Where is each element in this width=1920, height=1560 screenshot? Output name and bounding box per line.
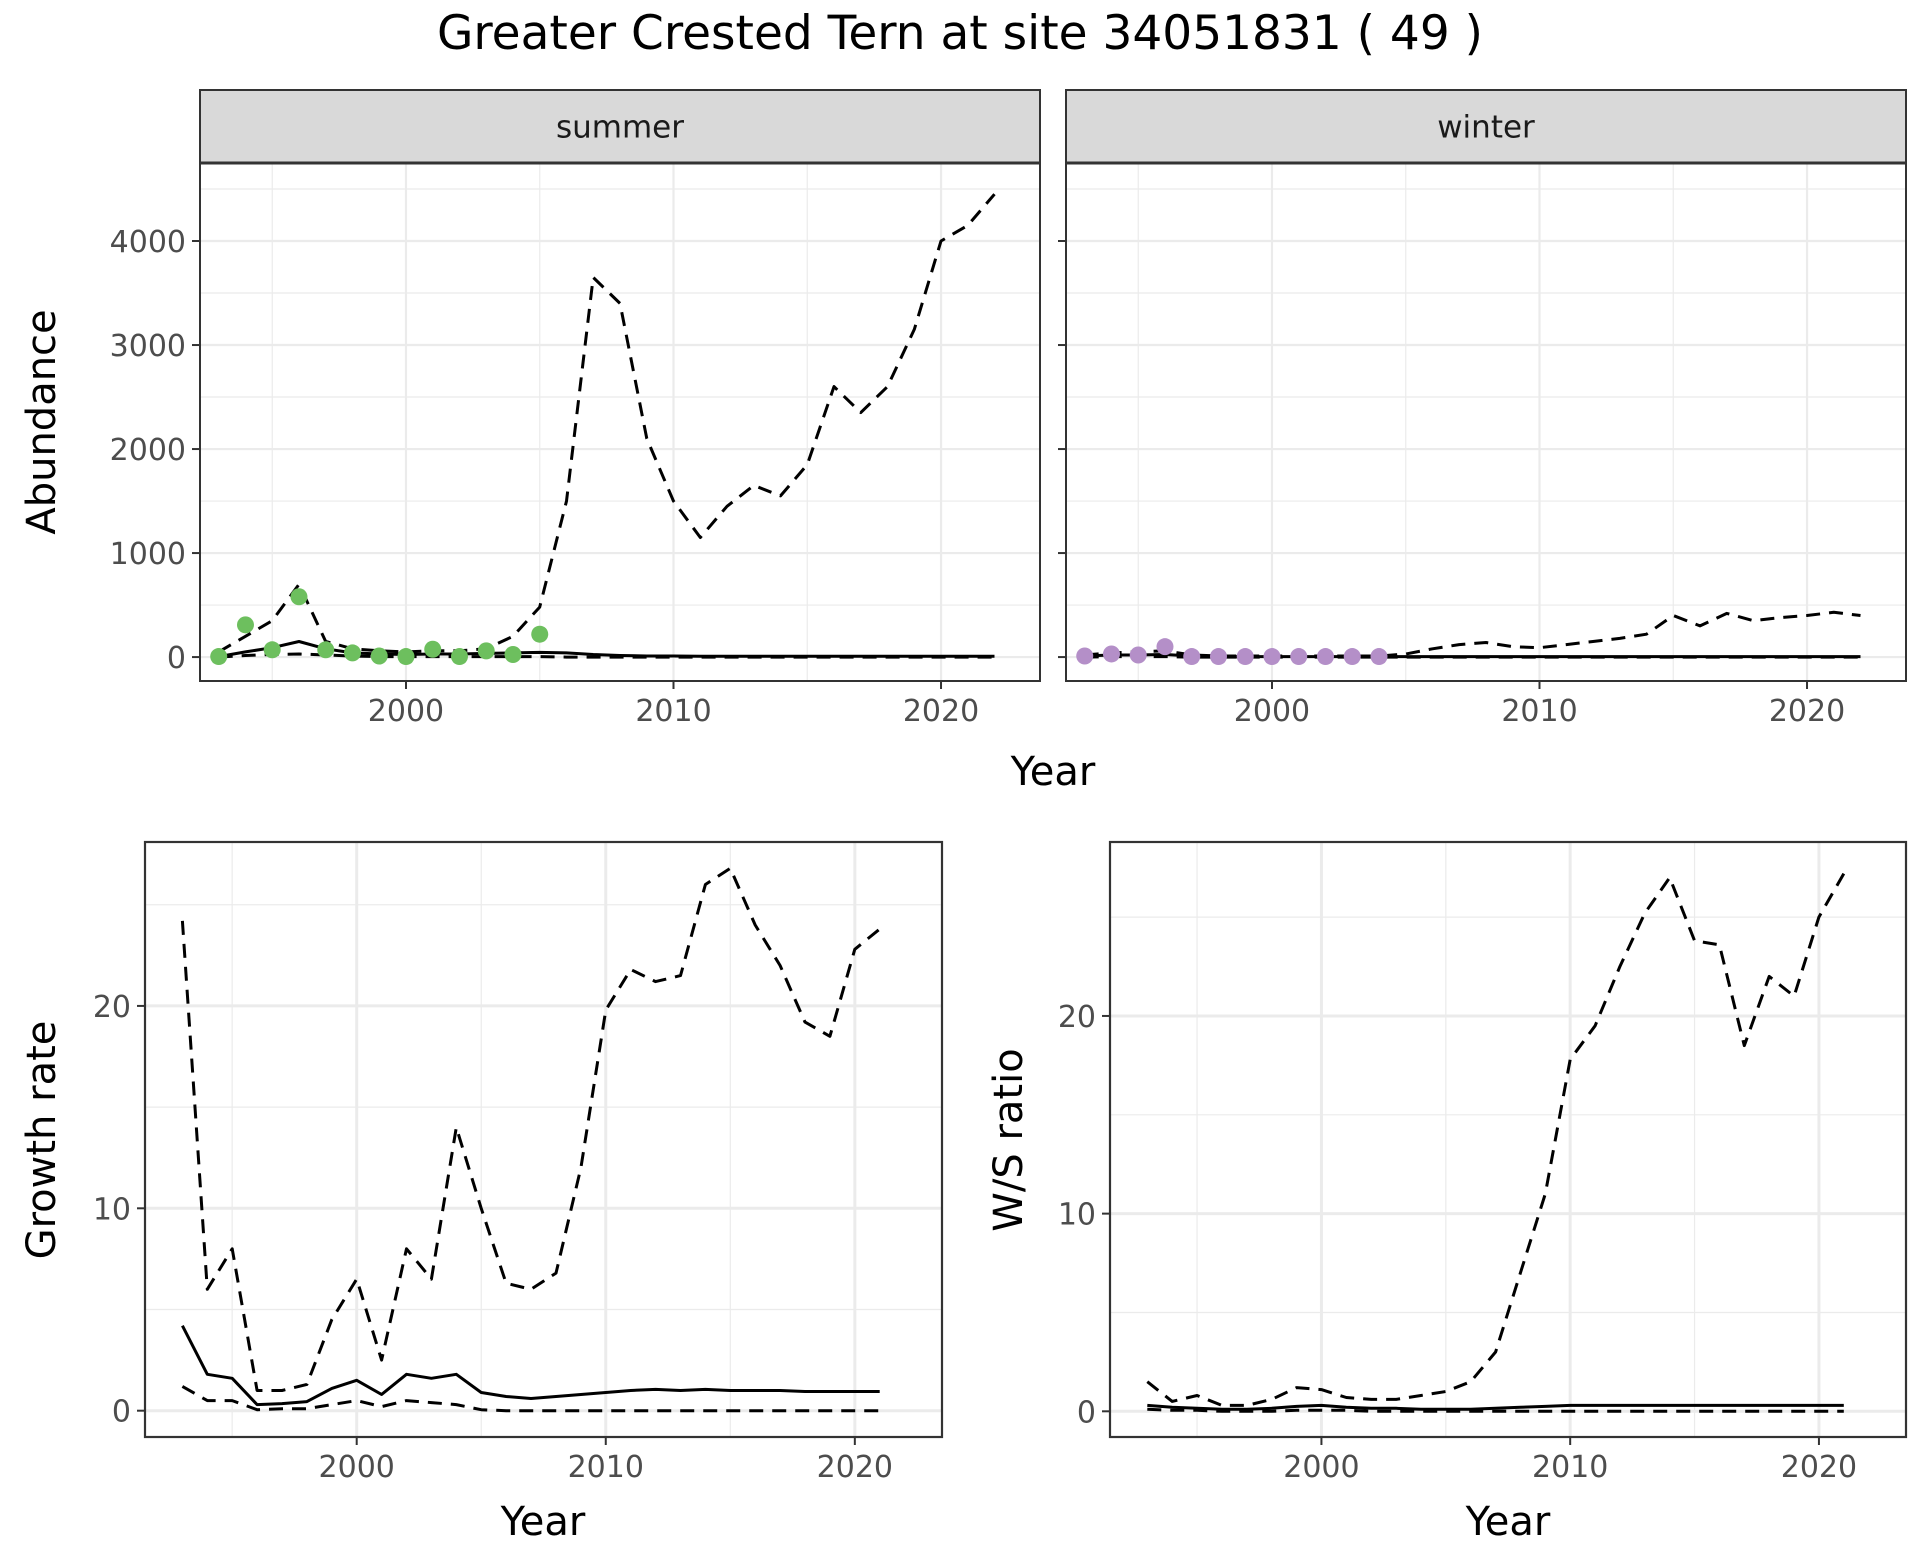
x-axis-title-ratio: Year — [1465, 1499, 1551, 1545]
facet-strip — [199, 89, 1041, 164]
x-tick-label: 2010 — [568, 1450, 644, 1485]
data-point — [504, 645, 522, 663]
winter-abundance-panel: winter 2000 2010 2020 — [1058, 89, 1907, 729]
data-point — [1263, 648, 1281, 666]
y-tick-label: 10 — [1058, 1198, 1096, 1233]
x-tick-label: 2020 — [1769, 694, 1845, 729]
dashed-series-line — [180, 866, 881, 1392]
x-tick-label: 2000 — [1283, 1450, 1359, 1485]
dashed-series-line — [181, 1385, 880, 1413]
x-tick-label: 2020 — [1781, 1450, 1857, 1485]
x-tick-label: 2020 — [903, 694, 979, 729]
y-tick-label: 1000 — [110, 537, 186, 572]
y-axis-title-abundance: Abundance — [19, 309, 65, 534]
x-axis-title-growth: Year — [500, 1499, 586, 1545]
facet-strip-label: winter — [1437, 110, 1535, 146]
y-tick-label: 4000 — [110, 225, 186, 260]
data-point — [290, 588, 308, 606]
data-point — [1316, 648, 1334, 666]
data-point — [1290, 648, 1308, 666]
data-point — [450, 648, 468, 666]
solid-series-line — [1147, 1403, 1844, 1411]
panel-border — [1108, 840, 1908, 1439]
panel-border — [143, 840, 944, 1439]
x-tick-label: 2010 — [1532, 1450, 1608, 1485]
data-point — [210, 648, 228, 666]
solid-series-line — [181, 1325, 880, 1407]
x-tick-label: 2000 — [368, 694, 444, 729]
dashed-series-line — [1147, 1407, 1844, 1413]
y-tick-label: 2000 — [110, 433, 186, 468]
data-point — [477, 642, 495, 660]
data-point — [343, 644, 361, 662]
x-tick-label: 2000 — [1234, 694, 1310, 729]
data-point — [236, 616, 254, 634]
facet-strip-label: summer — [556, 110, 684, 146]
data-point — [1370, 648, 1388, 666]
x-axis-title-top: Year — [1010, 749, 1096, 795]
dashed-series-line — [217, 193, 996, 654]
y-axis-title-ratio: W/S ratio — [986, 1048, 1032, 1231]
data-point — [1076, 647, 1094, 665]
data-point — [424, 640, 442, 658]
data-point — [1236, 648, 1254, 666]
facet-strip — [1065, 89, 1907, 164]
data-point — [1183, 648, 1201, 666]
x-tick-label: 2000 — [319, 1450, 395, 1485]
y-axis-title-growth: Growth rate — [19, 1021, 65, 1260]
y-tick-label: 0 — [112, 1395, 131, 1430]
data-point — [263, 641, 281, 659]
data-point — [1102, 645, 1120, 663]
data-point — [1209, 648, 1227, 666]
y-tick-label: 3000 — [110, 329, 186, 364]
data-point — [317, 641, 335, 659]
x-tick-label: 2020 — [817, 1450, 893, 1485]
data-point — [370, 647, 388, 665]
dashed-series-line — [218, 652, 995, 659]
growth-rate-panel: 2000 2010 2020 0 10 20 — [93, 840, 944, 1485]
y-tick-label: 20 — [1058, 1000, 1096, 1035]
data-point — [397, 648, 415, 666]
x-tick-label: 2010 — [635, 694, 711, 729]
dashed-series-line — [1146, 872, 1846, 1407]
ws-ratio-panel: 2000 2010 2020 0 10 20 — [1058, 840, 1908, 1485]
y-tick-label: 0 — [167, 641, 186, 676]
x-tick-label: 2010 — [1501, 694, 1577, 729]
chart-title: Greater Crested Tern at site 34051831 ( … — [436, 6, 1484, 61]
y-tick-label: 20 — [93, 990, 131, 1025]
data-point — [1156, 638, 1174, 656]
data-point — [1343, 648, 1361, 666]
axis-titles: Year Abundance Year Growth rate Year W/S rati… — [19, 309, 1551, 1545]
dashed-series-line — [1084, 655, 1861, 659]
y-tick-label: 10 — [93, 1192, 131, 1227]
dashed-series-line — [1084, 610, 1861, 658]
data-point — [531, 625, 549, 643]
data-point — [1129, 646, 1147, 664]
y-tick-label: 0 — [1077, 1395, 1096, 1430]
summer-abundance-panel: summer 2000 2010 2020 0 1000 2000 3000 4000 — [110, 89, 1041, 729]
